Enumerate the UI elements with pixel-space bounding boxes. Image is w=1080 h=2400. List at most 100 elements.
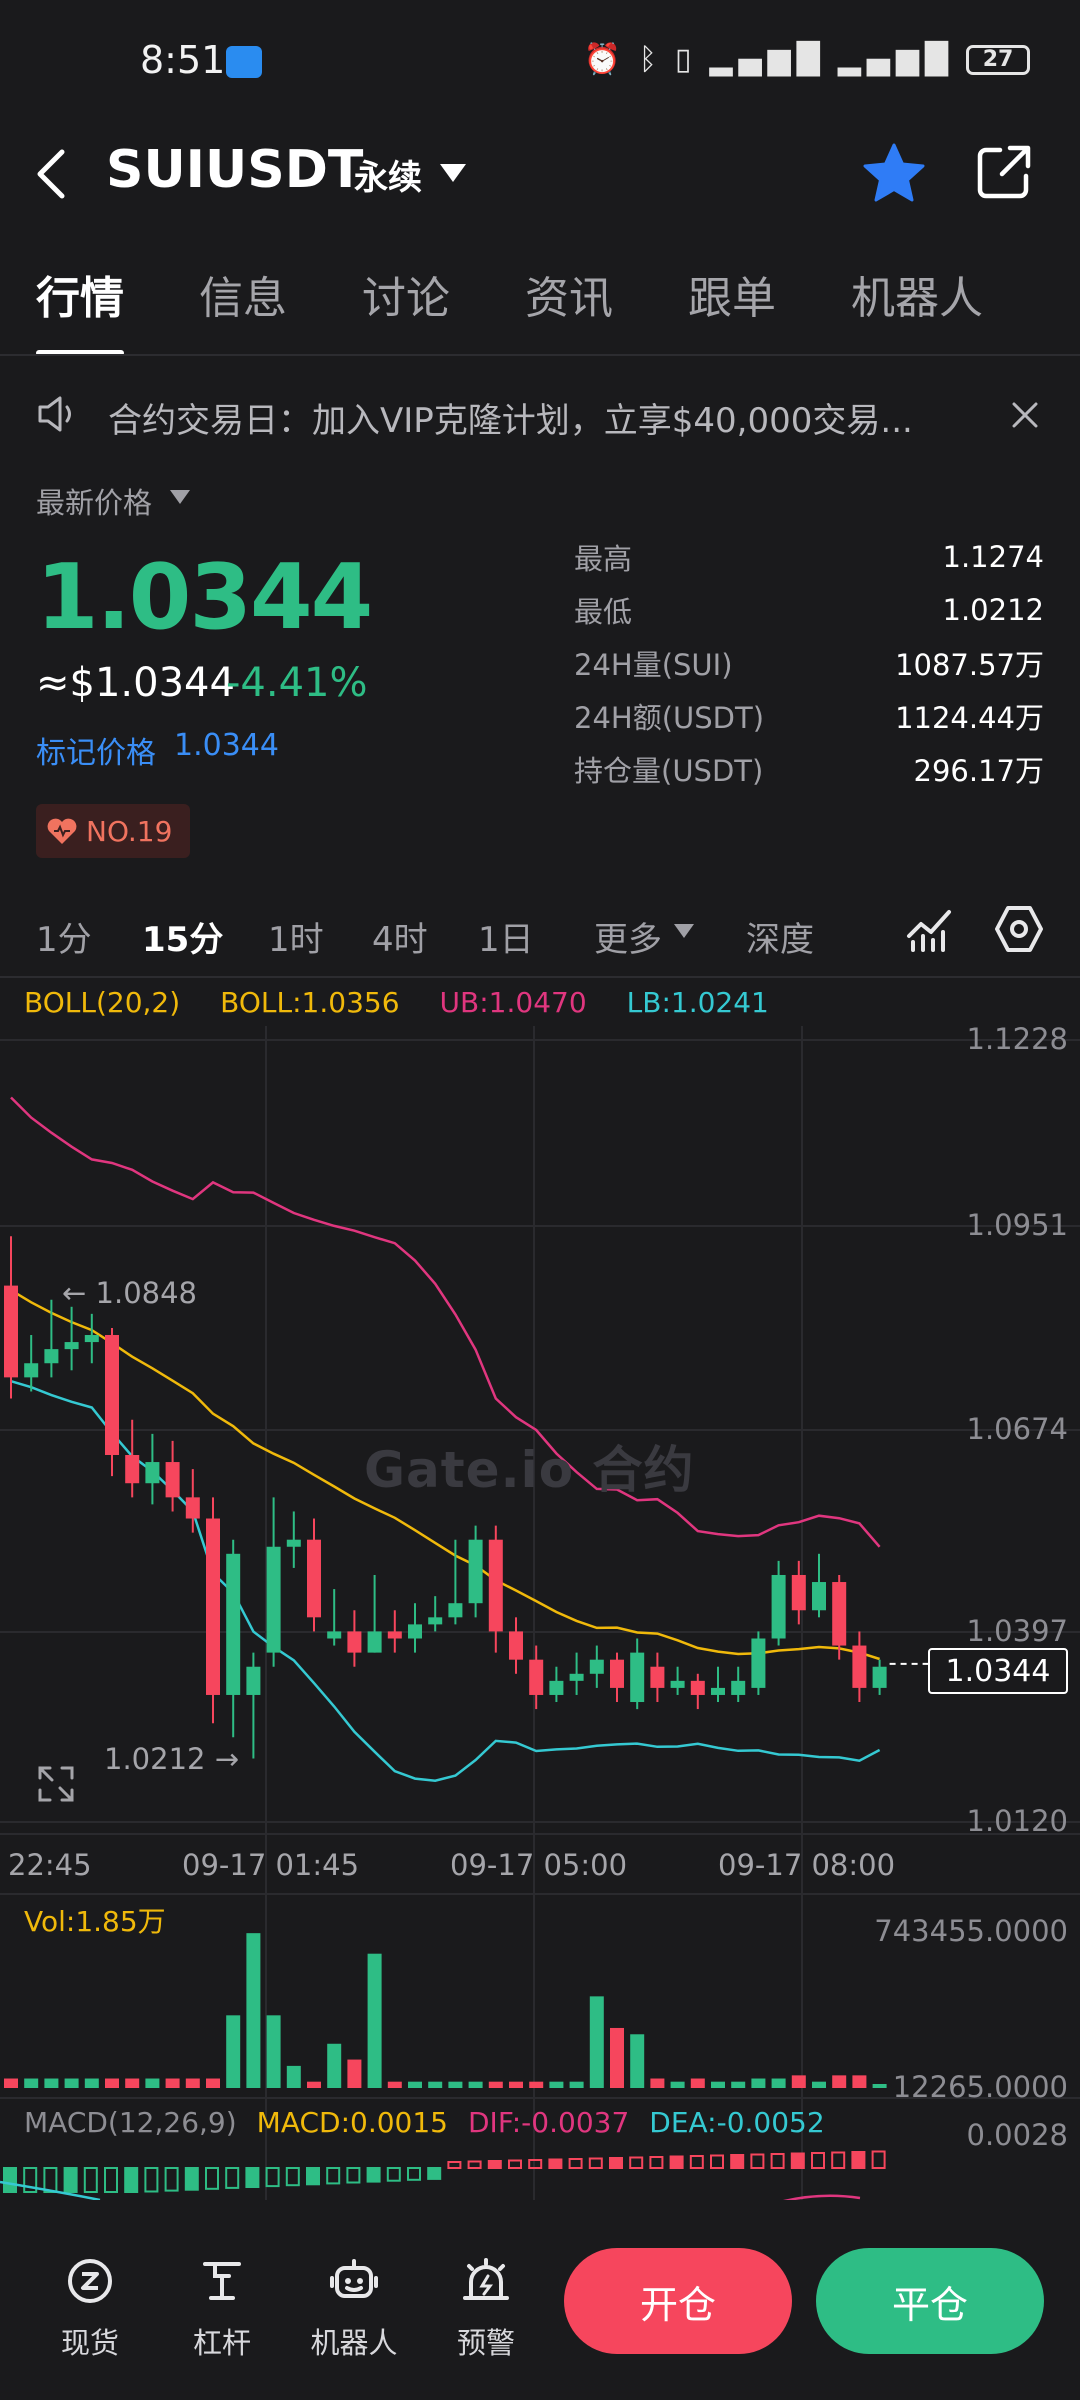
macd-bar <box>326 2167 341 2185</box>
macd-bar <box>225 2167 240 2189</box>
battery-icon: 27 <box>966 44 1030 75</box>
candle-body <box>509 1631 523 1660</box>
stats-panel: 最高 1.1274 最低 1.0212 24H量(SUI) 1087.57万 24H额… <box>574 530 1044 795</box>
candle-body <box>650 1666 665 1688</box>
interval-more[interactable]: 更多 <box>594 920 662 960</box>
tab-copy-trade[interactable]: 跟单 <box>688 273 776 324</box>
favorite-star-icon[interactable] <box>862 142 926 206</box>
candle-body <box>286 1539 301 1547</box>
volume-bar <box>690 2078 705 2088</box>
close-icon[interactable] <box>1010 400 1040 430</box>
share-icon[interactable] <box>974 142 1034 202</box>
robot-icon <box>330 2259 378 2298</box>
boll-legend[interactable]: BOLL(20,2) BOLL:1.0356 UB:1.0470 LB:1.02… <box>24 986 769 1019</box>
volume-bar <box>509 2081 523 2088</box>
nav-spot[interactable]: 现货 <box>40 2256 140 2362</box>
macd-bar <box>164 2167 179 2192</box>
tab-discuss[interactable]: 讨论 <box>362 273 450 324</box>
stat-24h-volume: 24H量(SUI) 1087.57万 <box>574 647 1044 682</box>
nav-leverage[interactable]: 杠杆 <box>172 2256 272 2362</box>
volume-bar <box>589 1996 604 2088</box>
candle-body <box>387 1631 402 1639</box>
boll-upper: UB:1.0470 <box>439 986 587 1019</box>
candle-body <box>84 1335 99 1343</box>
mark-price-value[interactable]: 1.0344 <box>174 728 279 763</box>
macd-bar <box>386 2167 401 2182</box>
status-time: 8:51 <box>140 38 226 82</box>
volume-bar <box>246 1933 261 2088</box>
depth-tab[interactable]: 深度 <box>746 920 814 960</box>
macd-bar <box>689 2155 704 2169</box>
indicator-icon[interactable] <box>905 904 955 954</box>
market-tabs: 行情 信息 讨论 资讯 跟单 机器人 <box>0 262 1080 356</box>
candle-body <box>751 1638 766 1688</box>
chevron-down-icon[interactable] <box>674 924 694 938</box>
macd-bar <box>144 2167 159 2193</box>
macd-bar <box>366 2167 381 2183</box>
contract-type[interactable]: 永续 <box>354 158 422 198</box>
volume-bar <box>185 2078 200 2088</box>
candle-body <box>125 1454 140 1484</box>
macd-legend[interactable]: MACD(12,26,9) MACD:0.0015 DIF:-0.0037 DE… <box>24 2106 825 2139</box>
volume-bar <box>872 2084 887 2088</box>
chevron-down-icon[interactable] <box>440 164 466 182</box>
fullscreen-icon[interactable] <box>36 1764 76 1804</box>
speaker-icon <box>38 396 71 432</box>
volume-bar <box>84 2078 99 2088</box>
macd-bar <box>609 2157 623 2169</box>
interval-1h[interactable]: 1时 <box>268 920 324 960</box>
candlestick-chart[interactable] <box>0 1020 1080 2200</box>
candle-body <box>589 1659 604 1674</box>
usd-price: ≈$1.0344 <box>36 660 235 706</box>
interval-1m[interactable]: 1分 <box>36 920 92 960</box>
x-tick-label: 09-17 08:00 <box>718 1848 896 1882</box>
candle-body <box>852 1645 867 1688</box>
rank-badge[interactable]: NO.19 <box>36 804 190 858</box>
macd-bar <box>3 2167 17 2193</box>
y-tick-label: 1.0674 <box>966 1412 1068 1446</box>
candle-body <box>670 1680 685 1688</box>
macd-bar <box>407 2167 421 2181</box>
volume-bar <box>64 2078 79 2088</box>
macd-dif: DIF:-0.0037 <box>468 2106 630 2139</box>
close-position-button[interactable]: 平仓 <box>816 2248 1044 2354</box>
macd-bar <box>750 2153 765 2169</box>
volume-bar <box>24 2078 39 2088</box>
tab-news[interactable]: 资讯 <box>525 273 613 324</box>
candle-body <box>630 1652 645 1703</box>
spot-icon <box>68 2259 112 2303</box>
macd-bar <box>447 2161 462 2169</box>
mark-price-label[interactable]: 标记价格 <box>36 736 156 771</box>
settings-icon[interactable] <box>994 904 1044 954</box>
x-tick-label: 09-17 01:45 <box>182 1848 360 1882</box>
latest-price-label[interactable]: 最新价格 <box>36 486 153 520</box>
back-icon[interactable] <box>34 148 68 200</box>
weather-icon <box>226 46 262 78</box>
macd-bar <box>104 2167 118 2193</box>
interval-15m[interactable]: 15分 <box>142 920 224 960</box>
macd-bar <box>588 2157 603 2169</box>
volume-bar <box>4 2078 18 2088</box>
macd-bar <box>669 2155 684 2169</box>
symbol-title[interactable]: SUIUSDT <box>106 140 364 200</box>
nav-alert[interactable]: 预警 <box>436 2256 536 2362</box>
tab-market[interactable]: 行情 <box>36 262 124 356</box>
volume-bar <box>610 2027 624 2088</box>
boll-mid: BOLL:1.0356 <box>220 986 400 1019</box>
open-position-button[interactable]: 开仓 <box>564 2248 792 2354</box>
candle-body <box>771 1574 786 1639</box>
current-price-tag: 1.0344 <box>928 1648 1068 1694</box>
macd-bar <box>83 2167 98 2193</box>
candle-body <box>408 1624 422 1639</box>
tab-info[interactable]: 信息 <box>199 273 287 324</box>
nav-robot[interactable]: 机器人 <box>304 2256 404 2362</box>
volume-bar <box>569 2081 584 2088</box>
chevron-down-icon[interactable] <box>170 490 190 504</box>
interval-4h[interactable]: 4时 <box>372 920 428 960</box>
tab-bots[interactable]: 机器人 <box>851 273 983 324</box>
candle-body <box>791 1574 806 1611</box>
candle-body <box>448 1603 463 1618</box>
notice-text[interactable]: 合约交易日：加入VIP克隆计划，立享$40,000交易... <box>108 401 913 441</box>
interval-1d[interactable]: 1日 <box>478 920 534 960</box>
volume-bar <box>428 2081 443 2088</box>
